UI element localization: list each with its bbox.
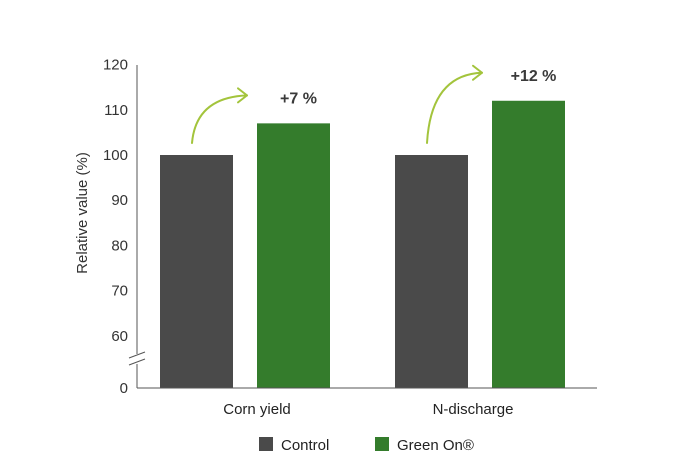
bar-annotation: +12 % <box>511 68 557 85</box>
growth-arrows <box>191 64 483 144</box>
x-category-label: N-discharge <box>433 401 514 418</box>
x-axis-labels: Corn yield N-discharge <box>223 401 513 418</box>
y-tick-label: 90 <box>111 192 128 209</box>
bar-control-1 <box>160 155 233 388</box>
legend: Control Green On® <box>259 437 474 454</box>
y-tick-label: 0 <box>120 380 128 397</box>
y-tick-label: 60 <box>111 328 128 345</box>
arrow-head-icon <box>237 87 248 104</box>
growth-arrow-icon <box>426 71 483 144</box>
legend-label: Green On® <box>397 437 474 454</box>
y-tick-label: 100 <box>103 147 128 164</box>
bar-control-2 <box>395 155 468 388</box>
axis-break-mark <box>128 351 146 366</box>
bar-annotations: +7 % +12 % <box>280 68 556 108</box>
bars <box>160 100 565 389</box>
arrow-head-icon <box>472 64 483 81</box>
legend-swatch <box>375 437 389 451</box>
x-category-label: Corn yield <box>223 401 291 418</box>
y-tick-label: 120 <box>103 57 128 74</box>
legend-swatch <box>259 437 273 451</box>
y-tick-label: 70 <box>111 283 128 300</box>
y-tick-label: 80 <box>111 237 128 254</box>
legend-label: Control <box>281 437 329 454</box>
growth-arrow-icon <box>191 94 248 144</box>
bar-green-on-1 <box>257 123 330 389</box>
y-axis-title: Relative value (%) <box>74 152 91 274</box>
bar-green-on-2 <box>492 100 565 388</box>
y-tick-label: 110 <box>104 102 128 119</box>
bar-annotation: +7 % <box>280 90 317 107</box>
y-axis-ticks: 0 60 70 80 90 100 110 120 <box>103 57 128 397</box>
